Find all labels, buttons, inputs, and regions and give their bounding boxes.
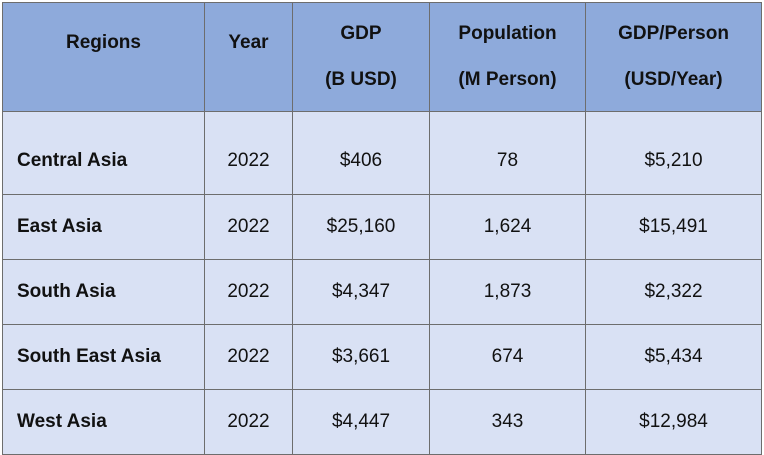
cell-region: South Asia	[2, 259, 205, 325]
cell-region: East Asia	[2, 194, 205, 260]
cell-region: Central Asia	[2, 111, 205, 195]
header-gdp-unit: (B USD)	[325, 69, 397, 90]
table-row: South East Asia 2022 $3,661 674 $5,434	[2, 324, 762, 390]
header-year: Year	[204, 2, 293, 112]
cell-population: 1,873	[429, 259, 586, 325]
cell-gdp-per-person: $5,210	[585, 111, 762, 195]
cell-gdp-per-person: $5,434	[585, 324, 762, 390]
header-population-unit: (M Person)	[458, 69, 557, 90]
cell-year: 2022	[204, 194, 293, 260]
table-row: West Asia 2022 $4,447 343 $12,984	[2, 389, 762, 455]
table-row: South Asia 2022 $4,347 1,873 $2,322	[2, 259, 762, 325]
cell-population: 78	[429, 111, 586, 195]
cell-gdp: $406	[292, 111, 430, 195]
cell-year: 2022	[204, 324, 293, 390]
cell-year: 2022	[204, 389, 293, 455]
table-header: Regions Year GDP (B USD) Population (M P…	[2, 2, 762, 112]
table-body: Central Asia 2022 $406 78 $5,210 East As…	[2, 111, 762, 455]
header-gdp-per-person-label: GDP/Person	[618, 23, 729, 44]
cell-population: 674	[429, 324, 586, 390]
header-gdp: GDP (B USD)	[292, 2, 430, 112]
cell-region: West Asia	[2, 389, 205, 455]
header-population-label: Population	[458, 23, 557, 44]
cell-year: 2022	[204, 111, 293, 195]
header-year-label: Year	[228, 32, 269, 53]
cell-gdp: $4,347	[292, 259, 430, 325]
header-regions-label: Regions	[66, 32, 141, 53]
cell-gdp-per-person: $2,322	[585, 259, 762, 325]
cell-year: 2022	[204, 259, 293, 325]
header-population: Population (M Person)	[429, 2, 586, 112]
header-row: Regions Year GDP (B USD) Population (M P…	[2, 2, 762, 112]
header-gdp-per-person-unit: (USD/Year)	[624, 69, 723, 90]
cell-region: South East Asia	[2, 324, 205, 390]
cell-gdp: $25,160	[292, 194, 430, 260]
cell-gdp-per-person: $12,984	[585, 389, 762, 455]
header-gdp-label: GDP	[340, 23, 382, 44]
cell-population: 1,624	[429, 194, 586, 260]
cell-population: 343	[429, 389, 586, 455]
table-row: East Asia 2022 $25,160 1,624 $15,491	[2, 194, 762, 260]
cell-gdp: $3,661	[292, 324, 430, 390]
header-regions: Regions	[2, 2, 205, 112]
header-gdp-per-person: GDP/Person (USD/Year)	[585, 2, 762, 112]
cell-gdp: $4,447	[292, 389, 430, 455]
table-row: Central Asia 2022 $406 78 $5,210	[2, 111, 762, 195]
cell-gdp-per-person: $15,491	[585, 194, 762, 260]
